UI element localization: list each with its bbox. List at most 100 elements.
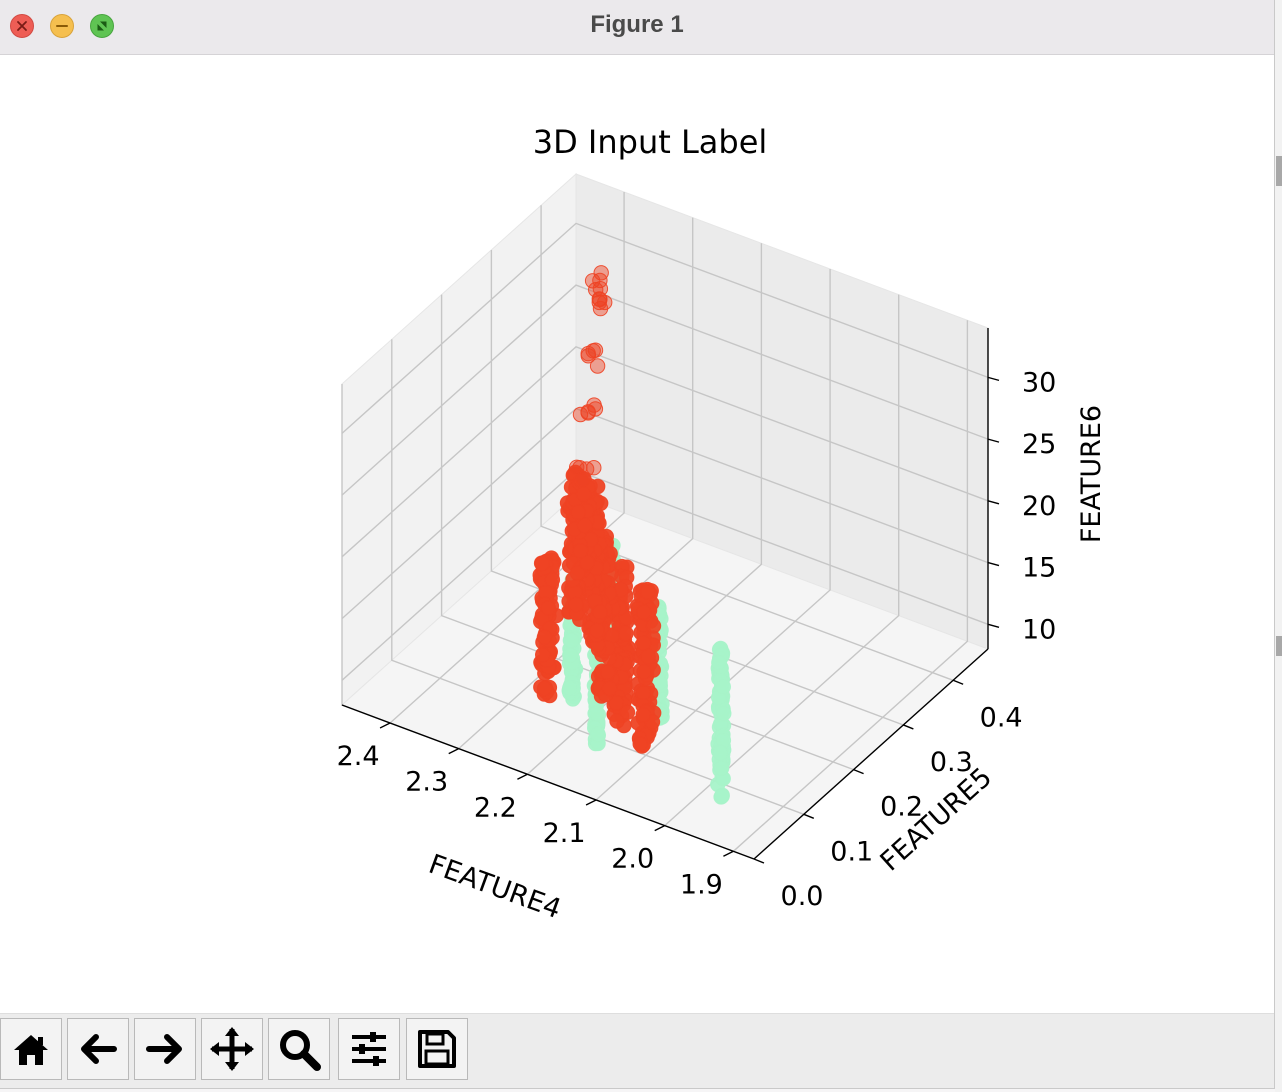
scatter-point-red [576,517,593,534]
gridline-x [732,320,969,852]
z-tick-label: 30 [1022,367,1056,398]
forward-arrow-icon [146,1034,182,1064]
x-tick [585,799,597,806]
scatter-point-green [711,654,727,670]
scatter-point-green [715,679,731,695]
background-window-edge [1275,0,1282,1092]
window-title: Figure 1 [590,11,684,38]
scatter-point-red [618,625,634,642]
scatter-point-green [713,760,730,776]
x-tick [723,850,734,857]
z-tick-label: 10 [1022,614,1056,645]
minimize-icon [56,25,68,27]
save-button[interactable] [406,1018,468,1080]
scatter-point-red [534,555,550,572]
scatter-point-green [590,726,606,742]
scatter-point-red [575,471,592,487]
save-floppy-icon [418,1030,456,1068]
gridline-y [490,250,904,726]
scatter-point-red [544,572,561,588]
fullscreen-icon [97,21,107,31]
scatter-point-red [568,596,584,613]
scatter-point-red [592,281,609,297]
x-tick-label: 2.0 [611,844,654,875]
zoom-button[interactable] [268,1018,330,1080]
navigation-toolbar [0,1013,1274,1088]
z-tick [987,438,1000,443]
scatter-point-green [562,680,578,696]
gridline-x [458,217,694,750]
scatter-point-green [712,745,728,761]
home-icon [14,1035,48,1065]
y-tick-label: 0.3 [930,747,973,778]
scatter-point-red [636,604,652,620]
pan-button[interactable] [201,1018,263,1080]
scatter-point-red [632,736,648,752]
scatter-point-red [636,664,652,680]
scatter-point-red [600,664,616,680]
gridline-y [540,205,954,681]
y-tick-label: 0.0 [781,881,824,912]
z-tick [987,623,1000,628]
scatter-point-red [580,405,596,421]
scatter-point-red [645,618,662,634]
scatter-point-green [588,705,605,722]
scatter-point-red [619,704,636,720]
configure-subplots-button[interactable] [338,1018,400,1080]
scatter-point-green [562,647,579,663]
home-button[interactable] [0,1018,62,1080]
gridline-y [391,339,805,815]
pan-move-icon [210,1027,254,1071]
scatter-point-red [635,685,651,701]
fullscreen-window-button[interactable] [90,14,114,38]
x-tick [379,722,391,729]
close-window-button[interactable] [10,14,34,38]
figure-canvas[interactable]: 1.9 2.0 2.1 2.2 2.3 2.4 0.0 0.1 0.2 0.3 0.4 10 15 20 2… [0,55,1274,1013]
y-tick [952,679,964,685]
y-tick [903,724,914,730]
scatter-point-green [716,705,732,722]
scatter-point-red [535,647,551,663]
scatter-point-red [640,584,656,600]
scatter-point-red [608,695,624,711]
zoom-magnifier-icon [280,1030,321,1071]
scatter-point-red [579,554,595,571]
z-tick-label: 15 [1022,553,1056,584]
scatter-point-red [536,680,553,697]
scatter-point-red [592,604,608,620]
x-tick-label: 2.3 [405,767,448,798]
scatter-point-red [585,343,601,359]
z-tick [987,561,1000,567]
x-tick-label: 2.1 [543,818,586,849]
3d-scatter-plot[interactable]: 1.9 2.0 2.1 2.2 2.3 2.4 0.00.10.20.30.4 10 15 20 2… [0,55,1274,1013]
gridline-z [341,284,989,496]
scatter-point-red [640,648,656,665]
minimize-window-button[interactable] [50,14,74,38]
scatter-point-red [569,565,586,581]
gridline-x [389,192,625,724]
scatter-point-red [592,300,609,317]
z-tick-label: 25 [1022,429,1056,460]
scatter-point-red [588,282,604,298]
background-window-edge-mark [1276,636,1282,656]
gridline-x [595,269,831,801]
scatter-point-red [575,486,592,502]
scatter-point-green [564,632,580,649]
x-tick [448,748,460,755]
forward-button[interactable] [134,1018,196,1080]
chart-title: 3D Input Label [533,123,768,161]
x-tick [517,773,528,780]
y-tick-label: 0.1 [830,836,873,867]
x-axis-label: FEATURE4 [425,849,565,925]
y-tick-label: 0.2 [880,792,923,823]
scatter-point-red [578,461,595,477]
gridline-x [664,294,900,827]
y-tick-label: 0.4 [980,702,1023,733]
y-tick [853,768,864,775]
scatter-point-red [589,358,606,374]
scatter-point-red [584,273,601,289]
gridline-z [341,222,989,434]
back-button[interactable] [67,1018,129,1080]
z-axis-label: FEATURE6 [1076,405,1107,543]
